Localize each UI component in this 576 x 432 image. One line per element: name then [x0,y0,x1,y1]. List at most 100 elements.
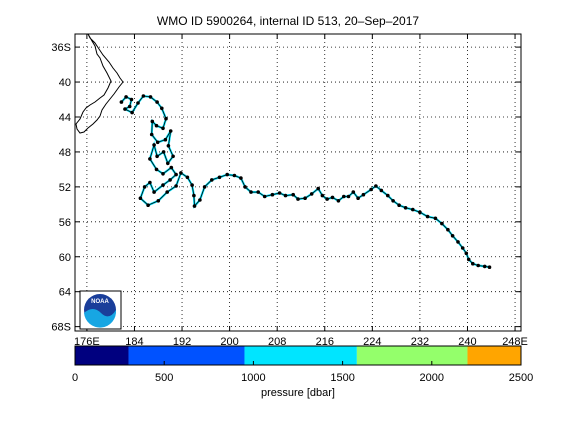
profile-point [165,190,169,194]
profile-point [296,197,300,201]
profile-point [325,197,329,201]
y-tick-label: 64 [59,287,71,299]
profile-point [330,195,335,200]
profile-point [124,95,128,99]
profile-point [433,216,438,221]
profile-point [374,184,378,188]
profile-point [149,132,154,137]
profile-point [249,190,253,194]
profile-point [152,190,156,194]
profile-point [192,204,197,208]
profile-point [320,193,325,198]
profile-point [179,171,183,175]
y-tick-label: 40 [59,77,71,89]
profile-point [277,191,282,195]
noaa-logo: NOAA [79,290,122,330]
profile-point [168,178,172,182]
profile-point [148,180,152,185]
profile-point [141,94,146,98]
profile-point [303,196,307,200]
profile-point [239,176,243,180]
profile-point [487,265,492,270]
profile-point [283,193,288,198]
profile-point [123,107,127,111]
profile-point [386,193,390,198]
x-tick-label: 224 [363,336,381,348]
profile-point [460,246,465,250]
x-axis: 176E 184 192 200 208 216 224 232 240 248E [74,34,528,348]
colorbar-tick-label: 1500 [330,372,354,384]
profile-point [152,143,156,147]
profile-point [217,175,222,180]
profile-point [150,119,155,124]
profile-point [192,193,196,198]
profile-point [342,194,346,199]
profile-point [155,154,159,159]
profile-point [154,167,159,172]
profile-point [356,196,360,200]
colorbar-segment [244,346,357,365]
profile-point [232,173,237,178]
noaa-logo-text: NOAA [91,299,109,305]
profile-point [482,264,487,269]
colorbar-tick-label: 2000 [420,372,444,384]
profile-point [142,185,147,189]
profile-point [168,129,173,133]
profile-point [169,165,174,170]
x-tick-label: 216 [316,336,334,348]
profile-point [155,140,160,145]
profile-point [464,251,469,256]
map-grid [75,34,521,331]
x-tick-label: 240 [458,336,476,348]
chart-title: WMO ID 5900264, internal ID 513, 20–Sep–… [157,14,419,28]
profile-point [130,110,134,115]
profile-point [164,116,168,121]
x-tick-label: 184 [125,336,143,348]
profile-point [166,161,170,166]
profile-point [202,185,207,189]
profile-point [148,95,153,99]
profile-point [291,192,296,197]
coastline-new-zealand [75,33,124,134]
profile-point [155,100,159,104]
profile-point [161,183,165,187]
profile-point [411,207,415,212]
profile-point [476,263,481,268]
profile-point [161,172,165,176]
profile-point [154,123,159,128]
colorbar-tick-label: 0 [72,372,78,384]
profile-point [198,198,202,202]
profile-point [361,192,366,197]
profile-point [146,203,150,207]
profile-point [336,199,341,203]
x-tick-label: 208 [268,336,286,348]
colorbar-segment [356,346,468,365]
profile-point [160,106,164,111]
profile-point [262,194,267,199]
profile-point [225,172,229,177]
y-tick-label: 68S [51,322,71,334]
profile-point [256,190,261,194]
colorbar-tick-label: 500 [155,372,173,384]
profile-point [446,227,450,232]
x-tick-label: 232 [411,336,429,348]
colorbar-segment [75,346,129,365]
profile-point [171,154,175,159]
colorbar-segment [467,346,521,365]
profile-point [148,157,152,161]
profile-point [471,261,475,266]
colorbar-tick-label: 1000 [241,372,265,384]
float-track [119,94,492,270]
profile-point [440,221,444,226]
profile-point [403,206,408,210]
profile-point [369,187,373,192]
profile-point [156,199,161,203]
profile-point [185,175,190,180]
profile-point [391,199,395,203]
new-zealand-outline [75,33,124,134]
profile-point [351,190,356,194]
x-tick-label: 192 [173,336,191,348]
profile-point [379,188,384,193]
y-tick-label: 52 [59,182,71,194]
